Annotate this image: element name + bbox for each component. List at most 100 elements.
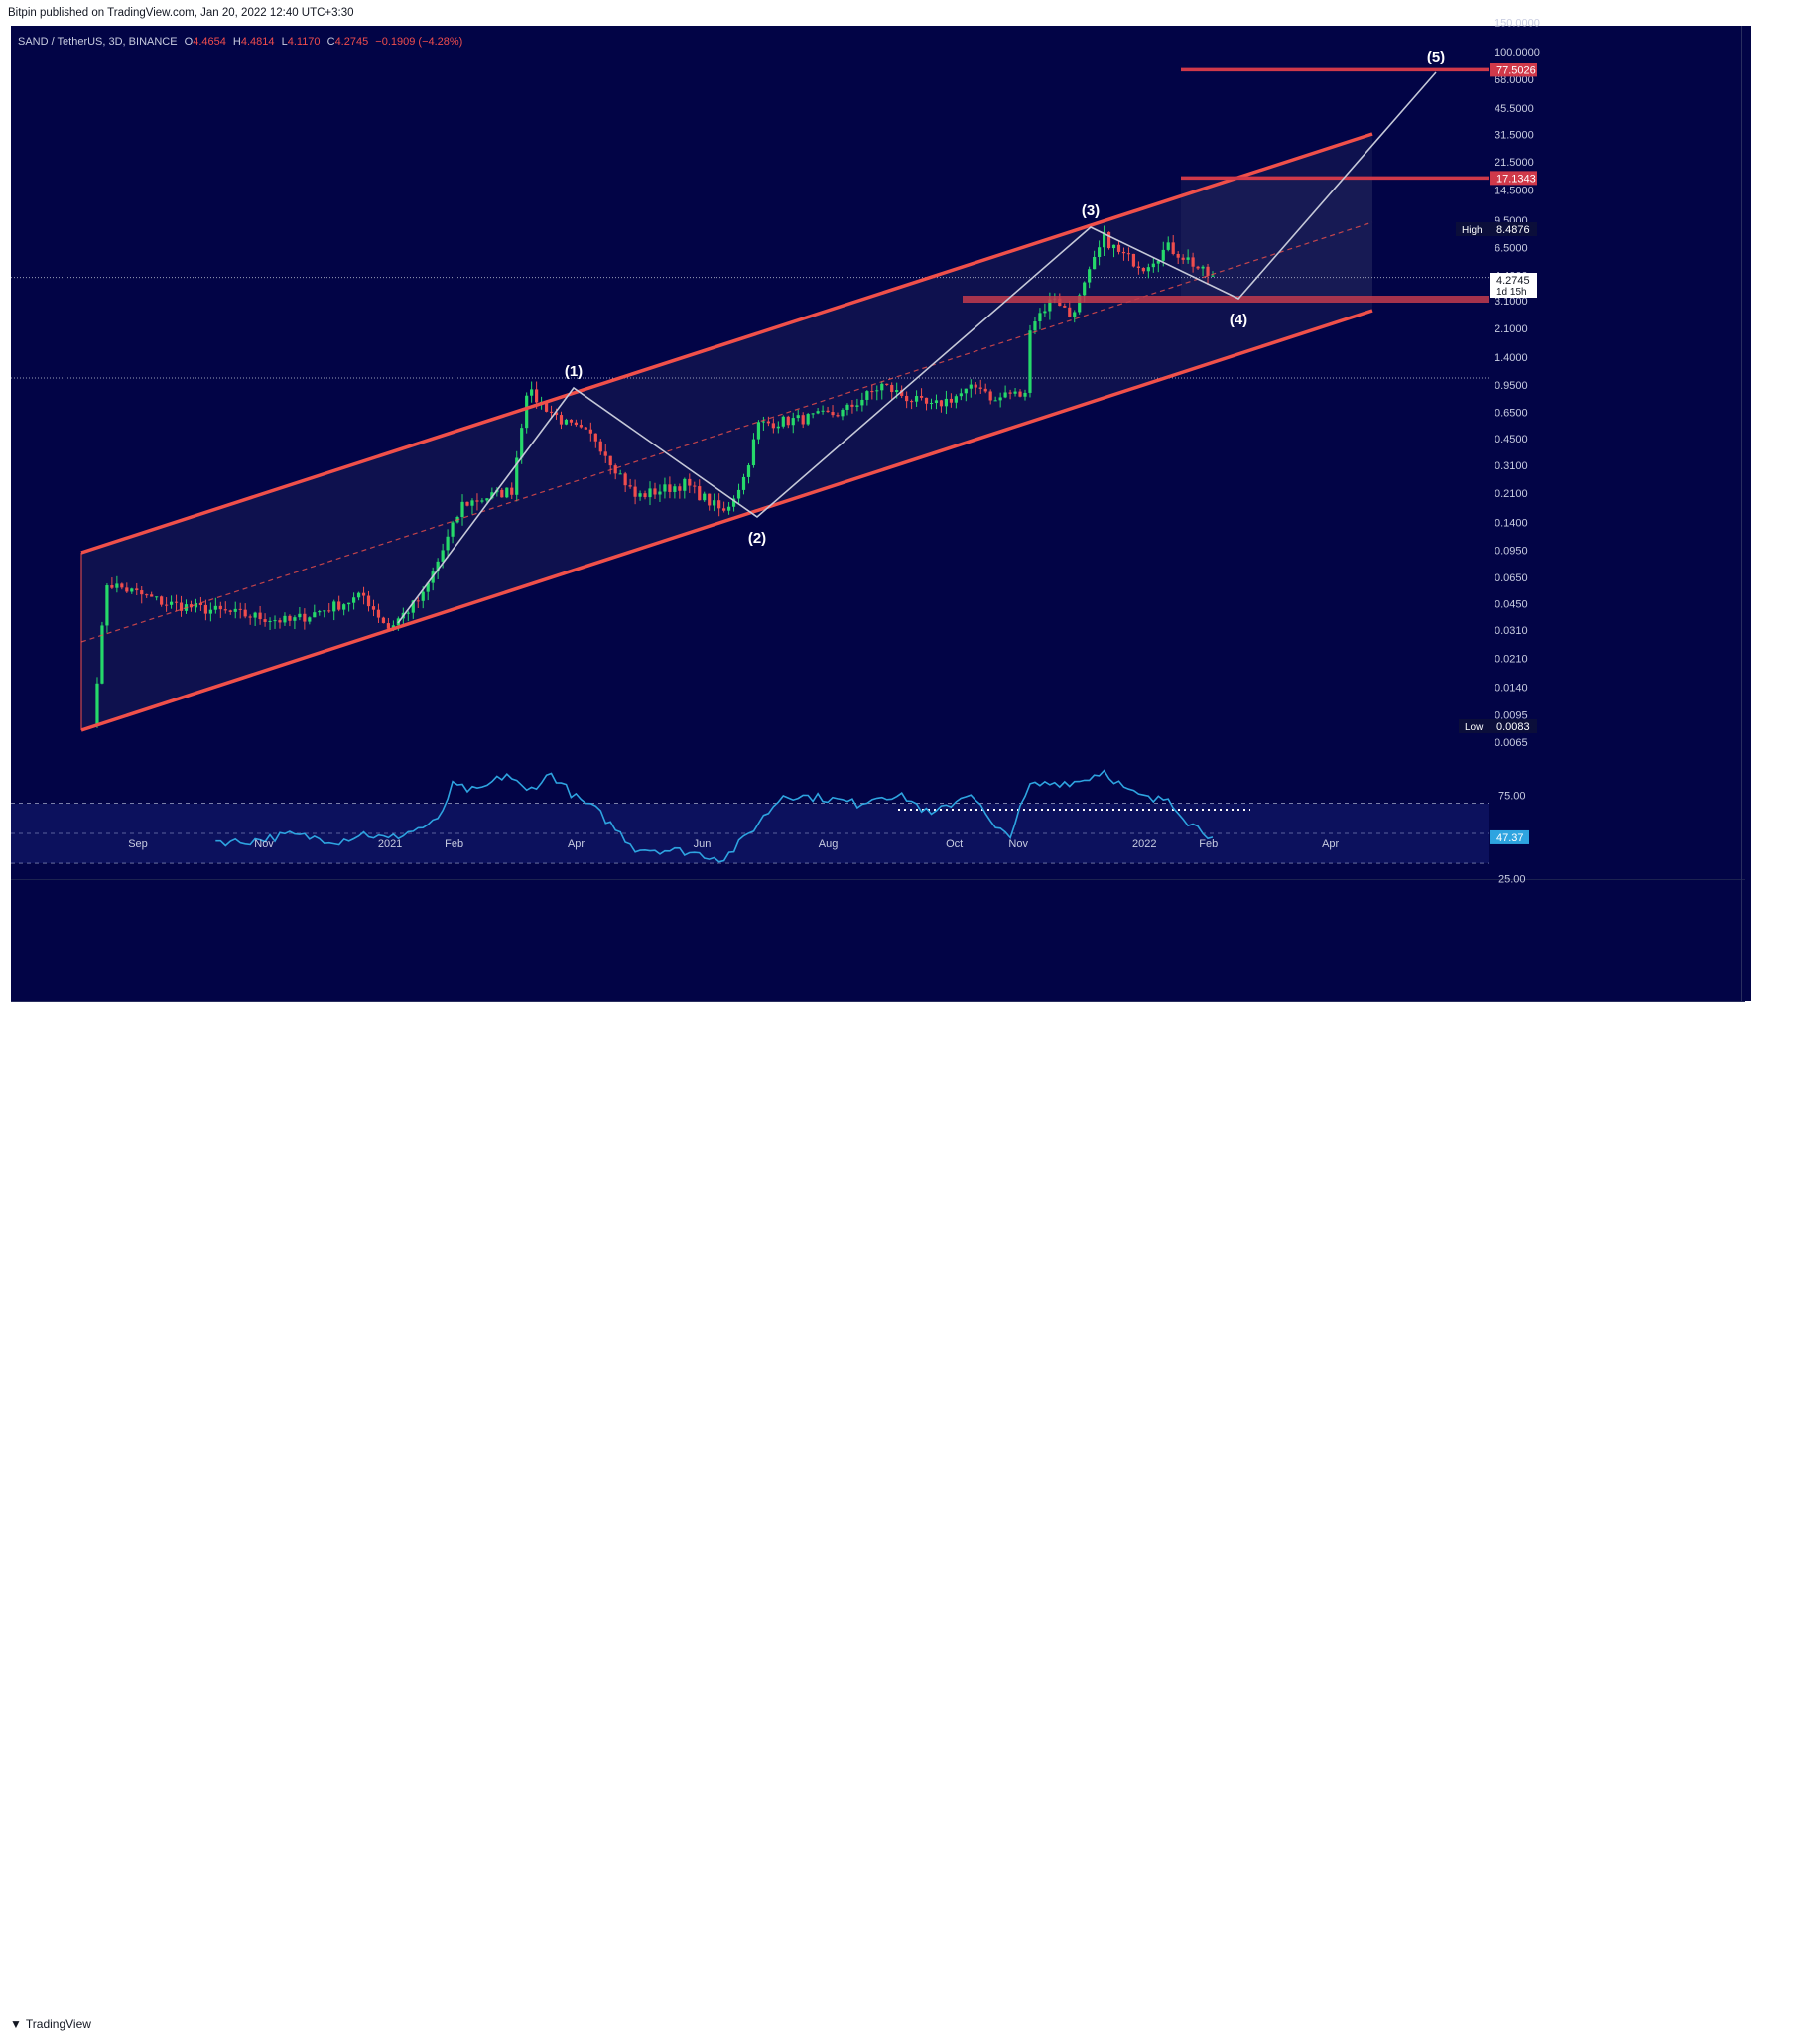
- candle-body: [1191, 257, 1195, 267]
- candle-body: [1078, 295, 1082, 313]
- time-tick-label: Sep: [128, 838, 148, 850]
- candle-body: [510, 487, 514, 495]
- tradingview-logo[interactable]: ▼ TradingView: [10, 2017, 91, 2031]
- candle-body: [588, 429, 592, 434]
- candle-body: [1013, 391, 1017, 394]
- rsi-pane: [11, 879, 1745, 1001]
- candle-body: [988, 391, 992, 401]
- price-tick-label: 1.4000: [1495, 352, 1528, 364]
- price-tick-label: 0.0450: [1495, 598, 1528, 610]
- candle-body: [248, 616, 252, 618]
- candle-body: [140, 590, 144, 595]
- candle-body: [1151, 263, 1155, 268]
- candle-body: [1083, 282, 1087, 296]
- candle-body: [791, 418, 795, 426]
- candle-body: [713, 500, 716, 506]
- candle-body: [218, 605, 222, 610]
- candle-body: [574, 422, 579, 426]
- rsi-value-tag: 47.37: [1496, 832, 1524, 844]
- candle-body: [816, 411, 820, 414]
- candle-body: [1161, 249, 1165, 261]
- publish-bar: Bitpin published on TradingView.com, Jan…: [0, 0, 1820, 26]
- candle-body: [613, 465, 617, 474]
- svg-text:SAND / TetherUS, 3D, BINANCE: SAND / TetherUS, 3D, BINANCE O4.4654 H4.…: [18, 36, 462, 48]
- candle-body: [683, 478, 687, 491]
- candle-body: [278, 620, 282, 623]
- candle-body: [653, 488, 657, 495]
- candle-body: [638, 493, 642, 497]
- time-axis[interactable]: Sep Nov 2021 Feb Apr Jun Aug Oct Nov 2022 Feb Apr: [128, 838, 1339, 850]
- level-tag-77-bg: [1490, 63, 1537, 77]
- candle-body: [1111, 244, 1116, 249]
- candle-body: [203, 604, 207, 614]
- candle-body: [1176, 253, 1180, 258]
- candle-body: [1201, 266, 1205, 269]
- candle-body: [880, 383, 884, 391]
- candle-body: [663, 484, 667, 492]
- price-axis[interactable]: 150.0000 100.0000 68.0000 45.5000 31.5000 21.…: [1495, 18, 1540, 749]
- candle-body: [1088, 269, 1092, 283]
- candle-body: [520, 428, 524, 458]
- candle-body: [416, 600, 420, 602]
- level-tag-17-bg: [1490, 171, 1537, 186]
- candle-body: [919, 396, 924, 398]
- candle-body: [179, 602, 184, 611]
- candle-body: [1116, 244, 1121, 252]
- candle-body: [318, 611, 322, 613]
- candle-body: [233, 608, 237, 612]
- candle-body: [1171, 242, 1175, 254]
- candle-body: [288, 615, 292, 621]
- candle-body: [1102, 231, 1106, 248]
- candle-body: [347, 602, 351, 605]
- price-chart[interactable]: (1) (2) (3) (4) (5) 150.0000 100.0000 68.0000 4…: [0, 0, 1820, 1035]
- candle-body: [964, 388, 968, 394]
- candle-body: [485, 498, 489, 501]
- candle-body: [470, 500, 474, 506]
- candle-body: [584, 427, 587, 430]
- candle-body: [865, 391, 869, 400]
- candle-body: [1038, 313, 1042, 322]
- price-tick-label: 0.0210: [1495, 653, 1528, 665]
- candle-body: [895, 390, 899, 393]
- candle-body: [525, 395, 529, 429]
- candle-body: [766, 421, 770, 424]
- candle-body: [169, 601, 174, 605]
- candle-body: [411, 600, 415, 613]
- high-tag-bg: [1490, 222, 1537, 236]
- candle-body: [327, 610, 331, 612]
- candle-body: [1136, 266, 1140, 268]
- candle-body: [761, 421, 766, 423]
- candle-body: [623, 473, 627, 486]
- candle-body: [421, 591, 425, 601]
- candle-body: [120, 583, 124, 588]
- last-price-countdown: 1d 15h: [1496, 287, 1527, 298]
- candle-body: [515, 457, 519, 495]
- candle-body: [978, 387, 982, 389]
- legend-symbol: SAND / TetherUS, 3D, BINANCE: [18, 36, 178, 48]
- candle-body: [490, 492, 494, 499]
- price-tick-label: 0.6500: [1495, 408, 1528, 420]
- candle-body: [1146, 267, 1150, 272]
- channel-lower-line: [80, 309, 1373, 732]
- high-tag-label-bg: [1456, 222, 1490, 236]
- legend-l-label: L: [282, 36, 288, 48]
- candle-body: [130, 588, 134, 592]
- candle-body: [668, 484, 672, 492]
- candle-body: [323, 610, 326, 612]
- candle-body: [1156, 260, 1160, 264]
- candle-body: [826, 410, 830, 413]
- candle-body: [673, 486, 677, 492]
- legend-h-value: 4.4814: [241, 36, 275, 48]
- candle-body: [983, 388, 987, 392]
- candle-body: [283, 615, 287, 623]
- candle-body: [263, 619, 267, 622]
- candle-body: [441, 550, 445, 562]
- candle-body: [1008, 392, 1012, 394]
- candle-body: [1093, 257, 1097, 270]
- candle-body: [1181, 257, 1185, 260]
- candle-body: [505, 487, 509, 498]
- time-tick-label: Jun: [694, 838, 712, 850]
- candle-body: [998, 397, 1002, 401]
- tradingview-mark-icon: ▼: [10, 2017, 22, 2031]
